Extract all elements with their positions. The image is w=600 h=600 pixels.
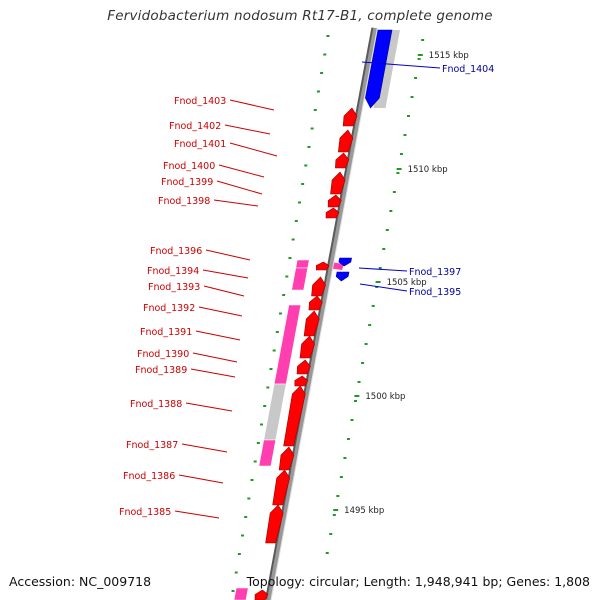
gene-label-fnod-1387: Fnod_1387 xyxy=(126,440,178,451)
leader-line xyxy=(358,267,408,272)
leader-line xyxy=(229,142,278,157)
leader-line xyxy=(198,306,243,317)
leader-line xyxy=(359,283,408,292)
scale-labels: 1515 kbp 1510 kbp 1505 kbp 1500 kbp 1495 kbp xyxy=(333,51,469,516)
feature-block xyxy=(258,439,277,467)
feature-block xyxy=(233,587,249,600)
backbone-highlight xyxy=(270,27,378,600)
forward-gene-arrow xyxy=(337,129,354,153)
forward-gene-arrow xyxy=(327,194,342,208)
leader-line xyxy=(185,402,233,412)
forward-gene-arrow xyxy=(303,310,320,337)
gene-label-fnod-1400: Fnod_1400 xyxy=(163,161,215,172)
forward-gene-arrow xyxy=(265,504,284,544)
forward-gene-arrow xyxy=(315,261,330,271)
forward-gene-arrow xyxy=(308,295,323,311)
feature-block xyxy=(263,383,287,441)
feature-block xyxy=(291,267,309,291)
leader-line xyxy=(213,199,259,207)
leader-line xyxy=(192,352,238,363)
forward-gene-arrow xyxy=(254,589,269,600)
genome-backbone xyxy=(265,27,378,600)
forward-gene-arrow xyxy=(296,359,311,375)
gene-label-fnod-1397: Fnod_1397 xyxy=(409,267,461,278)
gene-label-fnod-1390: Fnod_1390 xyxy=(137,349,189,360)
forward-gene-arrow xyxy=(335,152,350,169)
forward-gene-arrow xyxy=(294,375,309,387)
reverse-gene-arrow xyxy=(335,271,350,282)
gene-label-fnod-1404: Fnod_1404 xyxy=(442,64,494,75)
leader-line xyxy=(229,99,275,111)
forward-gene-arrow xyxy=(325,207,340,219)
gene-label-fnod-1395: Fnod_1395 xyxy=(409,287,461,298)
leader-line xyxy=(218,164,265,178)
gene-label-fnod-1399: Fnod_1399 xyxy=(161,177,213,188)
gene-label-fnod-1386: Fnod_1386 xyxy=(123,471,175,482)
gene-label-fnod-1392: Fnod_1392 xyxy=(143,303,195,314)
leader-line xyxy=(174,510,220,519)
forward-gene-arrow xyxy=(278,446,295,471)
feature-block xyxy=(295,259,310,269)
forward-gene-arrow xyxy=(330,171,346,195)
accession-text: Accession: NC_009718 xyxy=(9,574,152,589)
gene-label-fnod-1402: Fnod_1402 xyxy=(169,121,221,132)
leader-line xyxy=(216,180,263,195)
leader-line xyxy=(361,61,441,69)
gene-label-fnod-1388: Fnod_1388 xyxy=(130,399,182,410)
tick-marks-outer xyxy=(325,39,425,554)
leader-line xyxy=(224,124,271,135)
forward-gene-arrow xyxy=(299,335,315,359)
reverse-gene-arrow xyxy=(365,29,393,109)
scale-label: 1505 kbp xyxy=(387,278,427,288)
forward-gene-arrow xyxy=(342,107,358,127)
gene-label-fnod-1398: Fnod_1398 xyxy=(158,196,210,207)
gene-label-fnod-1396: Fnod_1396 xyxy=(150,246,202,257)
tick-marks-inner xyxy=(231,35,330,592)
forward-gene-arrow xyxy=(272,469,291,506)
leader-line xyxy=(195,330,241,341)
leader-line xyxy=(202,269,249,279)
scale-label: 1500 kbp xyxy=(365,392,405,402)
genome-summary-text: Topology: circular; Length: 1,948,941 bp… xyxy=(246,574,590,589)
leader-line xyxy=(203,285,245,297)
gene-label-fnod-1401: Fnod_1401 xyxy=(174,139,226,150)
feature-track xyxy=(233,30,400,600)
forward-gene-arrow xyxy=(283,385,306,447)
forward-gene-arrow xyxy=(311,276,326,297)
leader-line xyxy=(190,368,236,378)
gene-label-fnod-1393: Fnod_1393 xyxy=(148,282,200,293)
gene-label-fnod-1385: Fnod_1385 xyxy=(119,507,171,518)
gene-label-fnod-1394: Fnod_1394 xyxy=(147,266,199,277)
leader-line xyxy=(181,443,228,453)
gene-track xyxy=(254,29,393,600)
backbone-rod xyxy=(267,27,378,600)
gene-label-fnod-1389: Fnod_1389 xyxy=(135,365,187,376)
leader-line xyxy=(178,474,224,484)
leader-line xyxy=(205,249,251,261)
gene-label-fnod-1391: Fnod_1391 xyxy=(140,327,192,338)
scale-label: 1515 kbp xyxy=(429,51,469,61)
scale-label: 1510 kbp xyxy=(408,165,448,175)
page-title: Fervidobacterium nodosum Rt17-B1, comple… xyxy=(107,8,493,24)
scale-label: 1495 kbp xyxy=(344,506,384,516)
gene-label-fnod-1403: Fnod_1403 xyxy=(174,96,226,107)
gene-labels: Fnod_1404 Fnod_1403 Fnod_1402 Fnod_1401 Fnod… xyxy=(119,61,494,519)
reverse-gene-arrow xyxy=(338,257,352,267)
